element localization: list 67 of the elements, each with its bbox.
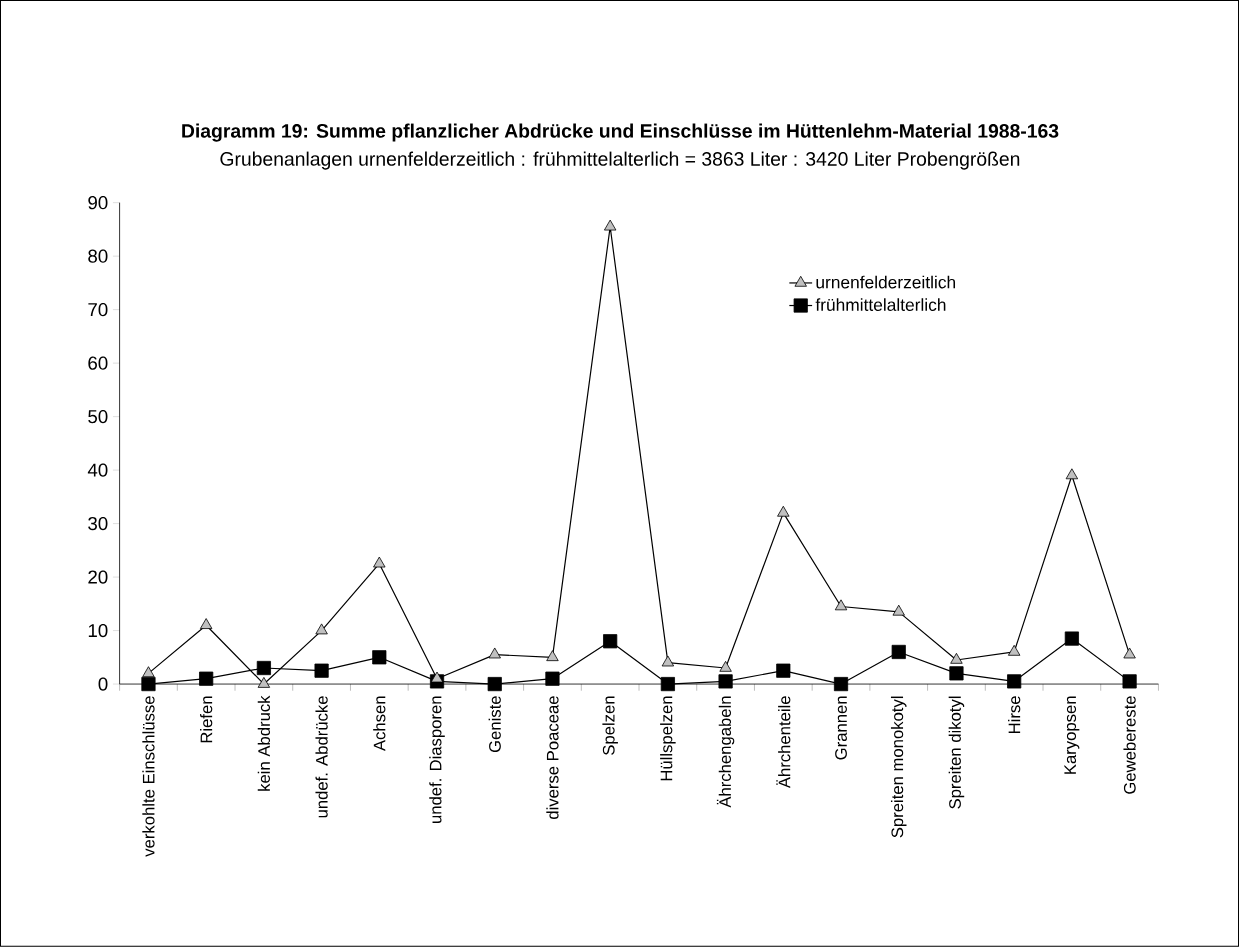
x-tick-label: Spelzen [602, 696, 618, 756]
x-tick-label: Hirse [1008, 696, 1021, 734]
x-tick-label: Karyopsen [1064, 696, 1080, 774]
point [603, 634, 618, 649]
point [834, 599, 848, 611]
x-tick-label: Spreiten dikotyl [948, 696, 965, 809]
x-tick-label: Spreiten monokotyl [890, 696, 907, 838]
y-tick-label: 70 [88, 303, 108, 317]
x-tick-label: undef. Abdrücke [315, 696, 328, 818]
y-tick-label: 50 [88, 410, 108, 424]
point [256, 661, 271, 676]
x-tick-label: kein Abdruck [257, 695, 271, 791]
point [603, 219, 617, 231]
chart-subtitle: Grubenanlagen urnenfelderzeitlich : frühmittelalterlich = 3863 Liter : 3420 Liter Probengrößen [220, 151, 1020, 170]
point [891, 645, 906, 660]
point [1064, 631, 1079, 646]
y-tick-label: 10 [88, 624, 108, 638]
x-tick-label: Ährchengabeln [716, 696, 735, 808]
point [372, 650, 387, 665]
point [1007, 645, 1021, 656]
point [314, 663, 329, 678]
y-tick-label: 60 [88, 356, 108, 370]
point [487, 677, 502, 692]
chart-title: Diagramm 19: Summe pflanzlicher Abdrücke und Einschlüsse im Hüttenlehm-Material 1988-163 [182, 123, 1059, 142]
point [545, 671, 560, 686]
y-tick-label: 90 [88, 196, 108, 210]
point [488, 647, 501, 659]
x-tick-label: Grannen [835, 696, 847, 760]
point [199, 618, 213, 630]
point [718, 674, 733, 689]
x-tick-label: Achsen [373, 696, 386, 752]
point [776, 663, 791, 678]
x-tick-label: Gewebereste [1123, 696, 1136, 794]
point [719, 661, 732, 672]
point [141, 677, 156, 692]
point [546, 650, 559, 662]
point [373, 556, 386, 568]
x-tick-label: diverse Poaceae [546, 696, 559, 820]
y-tick-label: 40 [87, 463, 108, 477]
point [430, 671, 444, 683]
point [315, 623, 328, 635]
point [950, 653, 963, 664]
point [1122, 674, 1137, 689]
point [1123, 647, 1136, 659]
point [257, 677, 271, 688]
legend-label: frühmittelalterlich [815, 298, 946, 312]
legend-label: urnenfelderzeitlich [816, 275, 956, 289]
point [142, 666, 155, 678]
point [660, 677, 675, 692]
x-tick-label: undef. Diasporen [429, 696, 445, 824]
point [833, 677, 849, 692]
x-tick-label: Riefen [200, 696, 213, 743]
x-tick-label: Ährchenteile [776, 696, 791, 789]
y-tick-label: 0 [98, 677, 108, 691]
point [949, 666, 964, 681]
y-tick-label: 30 [88, 517, 108, 531]
y-tick-label: 20 [88, 570, 108, 584]
point [1007, 674, 1022, 689]
point [777, 505, 790, 517]
point [661, 655, 675, 667]
x-tick-label: verkohlte Einschlüsse [142, 696, 155, 857]
point [1065, 468, 1079, 480]
x-tick-label: Geniste [488, 696, 501, 753]
x-tick-label: Hüllspelzen [660, 696, 676, 781]
point [199, 671, 214, 686]
point [892, 604, 905, 616]
y-tick-label: 80 [88, 249, 108, 263]
